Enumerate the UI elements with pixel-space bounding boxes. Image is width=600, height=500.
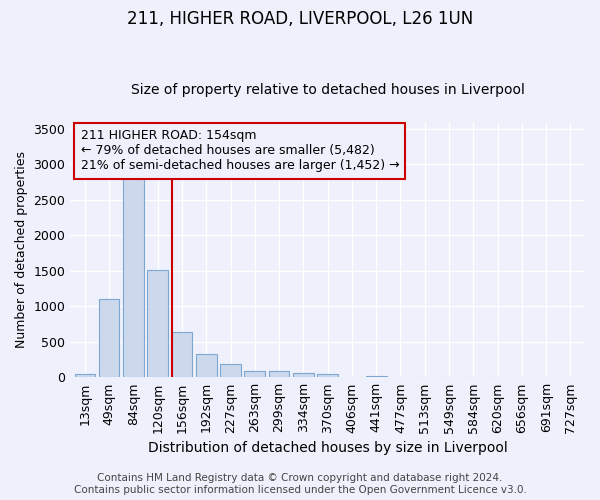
Bar	[317, 374, 338, 378]
Text: Contains HM Land Registry data © Crown copyright and database right 2024.
Contai: Contains HM Land Registry data © Crown c…	[74, 474, 526, 495]
Y-axis label: Number of detached properties: Number of detached properties	[15, 151, 28, 348]
Bar	[366, 376, 386, 378]
X-axis label: Distribution of detached houses by size in Liverpool: Distribution of detached houses by size …	[148, 441, 508, 455]
Bar	[196, 354, 217, 378]
Bar	[220, 364, 241, 378]
Title: Size of property relative to detached houses in Liverpool: Size of property relative to detached ho…	[131, 83, 524, 97]
Bar	[123, 172, 144, 378]
Bar	[99, 299, 119, 378]
Bar	[172, 332, 192, 378]
Bar	[293, 374, 314, 378]
Bar	[148, 270, 168, 378]
Bar	[244, 370, 265, 378]
Text: 211, HIGHER ROAD, LIVERPOOL, L26 1UN: 211, HIGHER ROAD, LIVERPOOL, L26 1UN	[127, 10, 473, 28]
Bar	[269, 372, 289, 378]
Text: 211 HIGHER ROAD: 154sqm
← 79% of detached houses are smaller (5,482)
21% of semi: 211 HIGHER ROAD: 154sqm ← 79% of detache…	[80, 130, 399, 172]
Bar	[74, 374, 95, 378]
